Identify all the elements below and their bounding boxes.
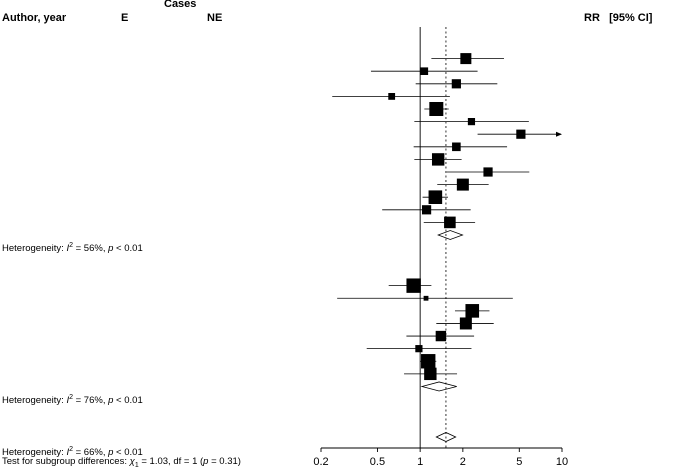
overall-heterogeneity-text-part: < 0.01 <box>113 447 143 459</box>
heterogeneity-text-part: = 76%, <box>72 394 109 406</box>
heterogeneity-text: Heterogeneity: I2 = 56%, p < 0.01 <box>2 240 143 255</box>
subgroup-test-part: Test for subgroup differences: <box>2 456 130 467</box>
study-marker <box>483 167 493 177</box>
study-marker <box>428 190 443 204</box>
study-marker <box>467 118 476 126</box>
subgroup-test-part: = 1.03, df = 1 ( <box>138 456 204 467</box>
heterogeneity-text-part: I <box>66 394 70 406</box>
heterogeneity-text-part: = 56%, <box>72 243 109 255</box>
subgroup-test-part: 1 <box>134 461 139 469</box>
study-marker <box>459 317 472 330</box>
heterogeneity-text-part: p <box>108 243 114 255</box>
study-marker <box>421 354 436 369</box>
author-year-header: Author, year <box>2 12 67 24</box>
study-marker <box>420 67 429 75</box>
rr-label: RR <box>584 12 600 24</box>
rr-header: RR [95% CI] <box>584 12 652 24</box>
subgroup-test-part: = 0.31) <box>208 456 241 467</box>
study-marker <box>516 129 526 139</box>
ne-header: NE <box>207 12 223 24</box>
x-tick-label: 0.2 <box>313 456 328 468</box>
overall-heterogeneity-text-part: 2 <box>69 446 73 453</box>
overall-heterogeneity-text-part: I <box>66 447 70 459</box>
heterogeneity-text-part: I <box>66 243 70 255</box>
study-marker <box>435 330 447 342</box>
heterogeneity-text-part: p <box>108 394 114 406</box>
study-marker <box>465 304 480 318</box>
study-marker <box>429 102 444 116</box>
heterogeneity-text-part: < 0.01 <box>113 243 143 255</box>
x-tick-label: 0.5 <box>370 456 385 468</box>
subgroup-test-part: p <box>203 456 209 467</box>
study-marker <box>424 367 437 381</box>
study-marker <box>460 53 472 65</box>
cases-header: Cases <box>164 0 197 10</box>
heterogeneity-text: Heterogeneity: I2 = 76%, p < 0.01 <box>2 392 143 407</box>
heterogeneity-text-part: Heterogeneity: <box>2 394 67 406</box>
e-header: E <box>121 12 129 24</box>
heterogeneity-text-part: < 0.01 <box>113 394 143 406</box>
heterogeneity-text-part: Heterogeneity: <box>2 243 67 255</box>
study-marker <box>456 178 469 191</box>
x-tick-label: 10 <box>556 456 568 468</box>
subgroup-test-part: χ <box>129 456 135 467</box>
study-marker <box>452 142 461 152</box>
heterogeneity-text-part: 2 <box>69 242 73 250</box>
ci-label: [95% CI] <box>609 12 653 24</box>
study-marker <box>406 278 421 293</box>
x-tick-label: 2 <box>460 456 466 468</box>
study-arrow <box>556 131 562 137</box>
x-tick-label: 5 <box>516 456 522 468</box>
overall-heterogeneity-text-part: Heterogeneity: <box>2 447 67 459</box>
overall-heterogeneity-text-part: = 66%, <box>72 447 109 459</box>
study-marker <box>451 79 461 89</box>
overall-heterogeneity-text-part: p <box>108 447 114 459</box>
study-marker <box>444 216 456 229</box>
x-tick-label: 1 <box>417 456 423 468</box>
study-marker <box>423 295 429 301</box>
subgroup-test-text: Test for subgroup differences: χ1 = 1.03… <box>2 456 241 472</box>
overall-heterogeneity-text: Heterogeneity: I2 = 66%, p < 0.01 <box>2 444 143 459</box>
study-marker <box>421 205 432 215</box>
study-marker <box>431 153 445 166</box>
pooled-diamond <box>437 230 464 240</box>
study-marker <box>415 345 423 353</box>
heterogeneity-text-part: 2 <box>69 393 73 401</box>
pooled-diamond <box>420 381 457 392</box>
study-marker <box>388 93 396 100</box>
